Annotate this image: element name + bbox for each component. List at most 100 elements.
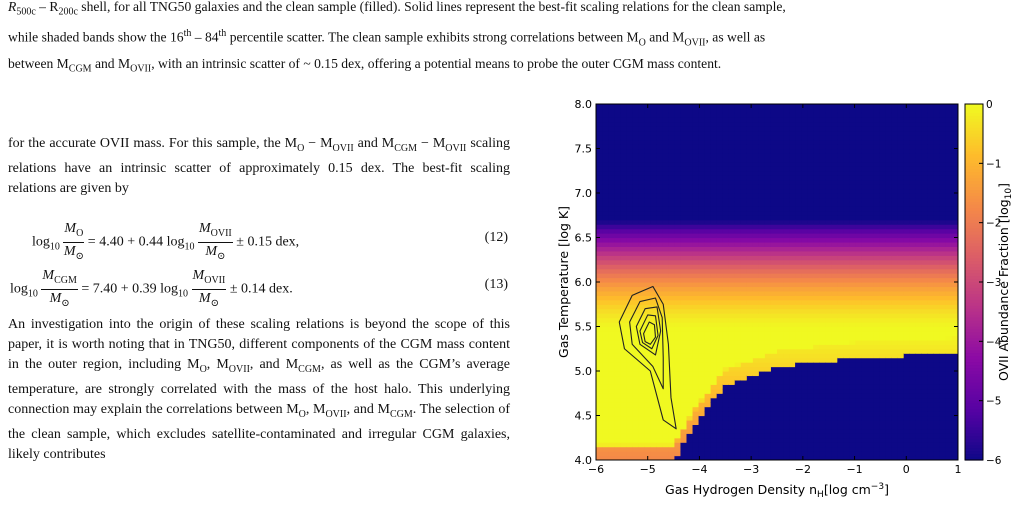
heatmap-cell [699, 416, 706, 421]
heatmap-cell [723, 278, 730, 283]
heatmap-cell [735, 358, 742, 363]
heatmap-cell [650, 238, 657, 243]
heatmap-cell [874, 278, 881, 283]
heatmap-cell [626, 327, 633, 332]
heatmap-cell [843, 416, 850, 421]
heatmap-cell [831, 371, 838, 376]
heatmap-cell [837, 389, 844, 394]
heatmap-cell [916, 202, 923, 207]
heatmap-cell [771, 438, 778, 443]
heatmap-cell [626, 122, 633, 127]
heatmap-cell [735, 197, 742, 202]
heatmap-cell [789, 304, 796, 309]
heatmap-cell [886, 349, 893, 354]
heatmap-cell [717, 260, 724, 265]
heatmap-cell [922, 229, 929, 234]
heatmap-cell [771, 197, 778, 202]
heatmap-cell [632, 416, 639, 421]
heatmap-cell [674, 344, 681, 349]
heatmap-cell [922, 300, 929, 305]
heatmap-cell [668, 184, 675, 189]
heatmap-cell [946, 238, 953, 243]
heatmap-cell [717, 300, 724, 305]
heatmap-cell [819, 367, 826, 372]
heatmap-cell [753, 371, 760, 376]
heatmap-cell [626, 238, 633, 243]
heatmap-cell [729, 269, 736, 274]
heatmap-cell [632, 215, 639, 220]
heatmap-cell [747, 193, 754, 198]
heatmap-cell [662, 407, 669, 412]
heatmap-cell [886, 442, 893, 447]
heatmap-cell [771, 358, 778, 363]
heatmap-cell [650, 180, 657, 185]
heatmap-cell [880, 451, 887, 456]
heatmap-cell [843, 184, 850, 189]
heatmap-cell [819, 416, 826, 421]
heatmap-cell [759, 286, 766, 291]
heatmap-cell [843, 175, 850, 180]
heatmap-cell [837, 126, 844, 131]
heatmap-cell [711, 393, 718, 398]
heatmap-cell [608, 429, 615, 434]
heatmap-cell [783, 238, 790, 243]
heatmap-cell [680, 416, 687, 421]
heatmap-cell [874, 402, 881, 407]
heatmap-cell [668, 313, 675, 318]
heatmap-cell [608, 407, 615, 412]
heatmap-cell [602, 171, 609, 176]
heatmap-cell [837, 189, 844, 194]
heatmap-cell [705, 233, 712, 238]
heatmap-cell [843, 269, 850, 274]
heatmap-cell [831, 233, 838, 238]
heatmap-cell [946, 135, 953, 140]
heatmap-cell [602, 309, 609, 314]
heatmap-cell [662, 264, 669, 269]
heatmap-cell [717, 273, 724, 278]
heatmap-cell [626, 126, 633, 131]
heatmap-cell [656, 362, 663, 367]
heatmap-cell [632, 224, 639, 229]
heatmap-cell [898, 251, 905, 256]
heatmap-cell [904, 327, 911, 332]
heatmap-cell [626, 424, 633, 429]
heatmap-cell [795, 340, 802, 345]
heatmap-cell [801, 157, 808, 162]
heatmap-cell [687, 291, 694, 296]
heatmap-cell [789, 113, 796, 118]
heatmap-cell [934, 224, 941, 229]
heatmap-cell [717, 140, 724, 145]
heatmap-cell [874, 416, 881, 421]
heatmap-cell [874, 398, 881, 403]
heatmap-cell [825, 180, 832, 185]
heatmap-cell [632, 278, 639, 283]
heatmap-cell [717, 402, 724, 407]
heatmap-cell [916, 286, 923, 291]
heatmap-cell [747, 144, 754, 149]
heatmap-cell [638, 398, 645, 403]
heatmap-cell [861, 295, 868, 300]
heatmap-cell [699, 335, 706, 340]
heatmap-cell [849, 318, 856, 323]
heatmap-cell [626, 157, 633, 162]
heatmap-cell [693, 340, 700, 345]
heatmap-cell [813, 162, 820, 167]
heatmap-cell [801, 184, 808, 189]
heatmap-cell [668, 206, 675, 211]
heatmap-cell [880, 322, 887, 327]
heatmap-cell [849, 411, 856, 416]
heatmap-cell [717, 380, 724, 385]
heatmap-cell [801, 117, 808, 122]
heatmap-cell [602, 162, 609, 167]
heatmap-cell [868, 335, 875, 340]
heatmap-cell [717, 122, 724, 127]
heatmap-cell [759, 362, 766, 367]
heatmap-cell [674, 153, 681, 158]
heatmap-cell [861, 189, 868, 194]
heatmap-cell [759, 451, 766, 456]
heatmap-cell [614, 349, 621, 354]
heatmap-cell [849, 407, 856, 412]
heatmap-cell [638, 140, 645, 145]
heatmap-cell [620, 211, 627, 216]
heatmap-cell [687, 224, 694, 229]
